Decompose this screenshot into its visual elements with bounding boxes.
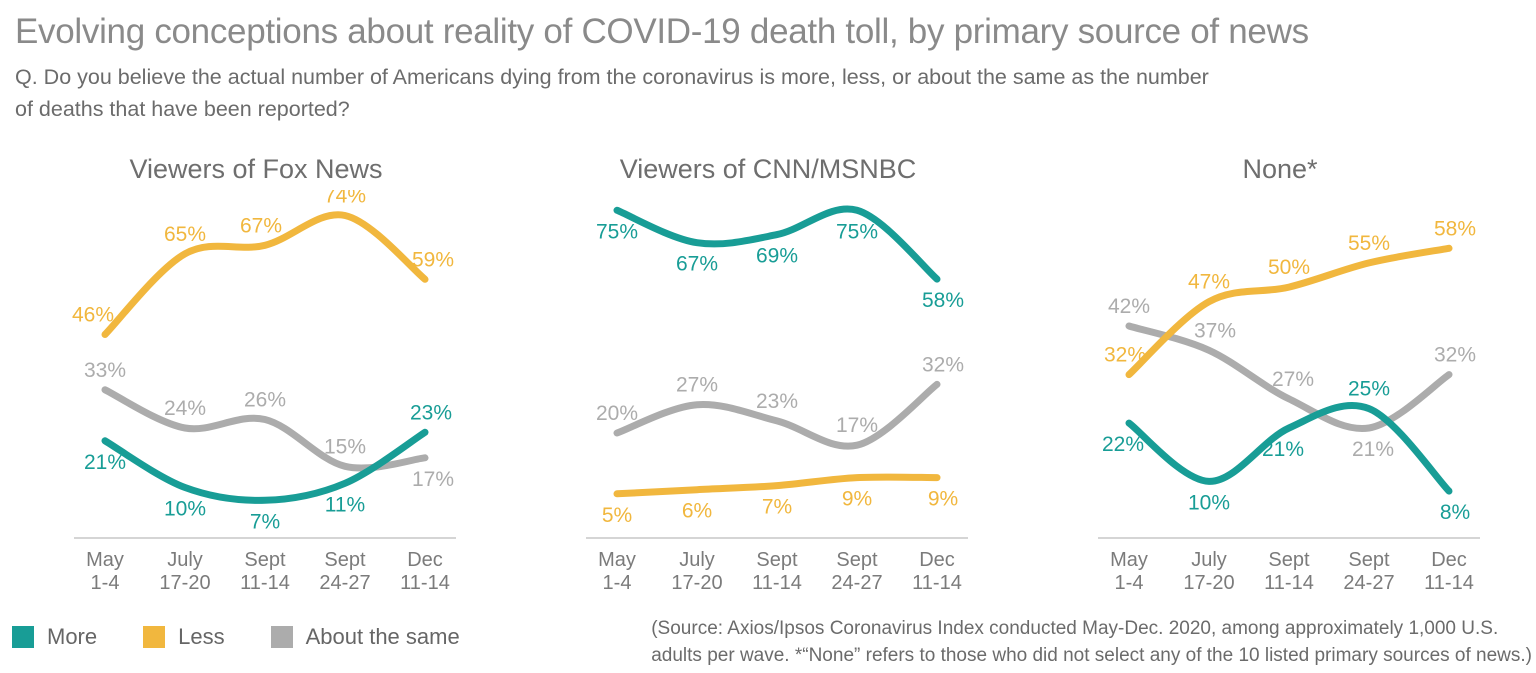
legend-swatch-less: [143, 625, 166, 648]
data-label-same: 26%: [244, 388, 286, 411]
data-label-more: 75%: [836, 220, 878, 243]
data-label-less: 46%: [72, 303, 114, 326]
data-label-same: 21%: [1352, 438, 1394, 461]
data-label-more: 58%: [922, 289, 964, 312]
legend: More Less About the same: [12, 624, 460, 650]
source-note: (Source: Axios/Ipsos Coronavirus Index c…: [651, 616, 1532, 669]
data-label-same: 32%: [922, 353, 964, 376]
x-tick-label: Sept 24-27: [319, 549, 370, 594]
legend-item-more: More: [12, 624, 97, 650]
data-label-less: 58%: [1434, 217, 1476, 240]
line-chart-fox-news: May 1-4 July 17-20 Sept 11-14 Sept 24-27 Dec 11-1…: [72, 190, 456, 594]
data-label-same: 15%: [324, 435, 366, 458]
legend-item-less: Less: [143, 623, 225, 650]
x-tick-label: July 17-20: [159, 549, 210, 594]
data-label-less: 50%: [1268, 256, 1310, 279]
legend-swatch-same: [270, 625, 293, 648]
footer: More Less About the same (Source: Axios/…: [0, 616, 1536, 669]
data-label-less: 65%: [164, 223, 206, 246]
data-label-same: 23%: [756, 390, 798, 413]
x-tick-label: May 1-4: [1110, 549, 1148, 594]
chart-title-fox-news: Viewers of Fox News: [129, 153, 383, 184]
source-line-1: (Source: Axios/Ipsos Coronavirus Index c…: [651, 617, 1499, 639]
chart-panel-fox-news: Viewers of Fox News May 1-4 July 17-20 Sept 1…: [0, 152, 512, 602]
data-label-more: 67%: [676, 253, 718, 276]
x-tick-label: Dec 11-14: [400, 549, 450, 594]
line-chart-cnn-msnbc: May 1-4 July 17-20 Sept 11-14 Sept 24-27 Dec 11-1…: [586, 205, 968, 594]
x-tick-label: Dec 11-14: [912, 549, 962, 594]
x-tick-label: Sept 24-27: [1343, 549, 1394, 594]
x-tick-label: Sept 11-14: [752, 549, 802, 594]
data-label-more: 10%: [1188, 491, 1230, 514]
chart-panel-none: None* May 1-4 July 17-20 Sept 11-14 Sept 24-27 D…: [1024, 152, 1536, 602]
x-tick-label: Sept 11-14: [240, 549, 290, 594]
page-title: Evolving conceptions about reality of CO…: [15, 12, 1309, 51]
data-label-less: 9%: [928, 488, 958, 511]
data-label-less: 74%: [324, 190, 366, 208]
data-label-more: 25%: [1348, 378, 1390, 401]
data-label-less: 7%: [762, 496, 792, 519]
charts-row: Viewers of Fox News May 1-4 July 17-20 Sept 1…: [0, 152, 1536, 602]
data-label-more: 22%: [1102, 433, 1144, 456]
data-label-more: 11%: [325, 493, 365, 516]
line-less: [101, 211, 429, 338]
data-label-same: 33%: [84, 359, 126, 382]
subtitle-line-2: of deaths that have been reported?: [15, 97, 350, 122]
line-more: [101, 428, 429, 504]
chart-title-cnn-msnbc: Viewers of CNN/MSNBC: [619, 153, 917, 184]
legend-swatch-more: [12, 625, 34, 648]
data-label-more: 10%: [164, 497, 206, 520]
source-line-2: adults per wave. *“None” refers to those…: [651, 644, 1532, 666]
data-label-more: 8%: [1440, 501, 1470, 524]
line-same: [1125, 322, 1453, 432]
data-label-more: 21%: [1262, 438, 1304, 461]
line-chart-none: May 1-4 July 17-20 Sept 11-14 Sept 24-27 Dec 11-1…: [1098, 217, 1480, 594]
line-more: [1125, 401, 1453, 495]
legend-label-same: About the same: [305, 623, 460, 649]
data-label-same: 20%: [596, 402, 638, 425]
data-label-same: 17%: [412, 468, 454, 491]
data-label-less: 55%: [1348, 232, 1390, 255]
line-more: [613, 205, 941, 283]
line-less: [613, 473, 941, 498]
legend-label-less: Less: [178, 623, 225, 649]
x-tick-label: July 17-20: [671, 549, 722, 594]
x-tick-label: July 17-20: [1183, 549, 1234, 594]
data-label-more: 21%: [84, 451, 126, 474]
subtitle-line-1: Q. Do you believe the actual number of A…: [15, 65, 1209, 90]
line-less: [1125, 244, 1453, 379]
x-tick-label: May 1-4: [598, 549, 636, 594]
data-label-less: 67%: [240, 214, 282, 237]
header: Evolving conceptions about reality of CO…: [0, 0, 1536, 126]
chart-panel-cnn-msnbc: Viewers of CNN/MSNBC May 1-4 July 17-20 Sept…: [512, 152, 1024, 602]
data-label-same: 27%: [676, 374, 718, 397]
x-tick-label: Sept 24-27: [831, 549, 882, 594]
data-label-less: 9%: [842, 488, 872, 511]
legend-item-same: About the same: [270, 623, 460, 650]
data-label-same: 42%: [1108, 295, 1150, 318]
line-same: [613, 380, 941, 450]
data-label-less: 5%: [602, 504, 632, 527]
data-label-more: 75%: [596, 220, 638, 243]
data-label-same: 24%: [164, 397, 206, 420]
x-tick-label: Dec 11-14: [1424, 549, 1474, 594]
data-label-more: 23%: [410, 401, 452, 424]
x-tick-label: Sept 11-14: [1264, 549, 1314, 594]
chart-title-none: None*: [1242, 153, 1318, 184]
data-label-less: 6%: [682, 500, 712, 523]
data-label-same: 27%: [1272, 368, 1314, 391]
x-tick-label: May 1-4: [86, 549, 124, 594]
data-label-less: 32%: [1104, 344, 1146, 367]
subtitle: Q. Do you believe the actual number of A…: [15, 62, 1536, 126]
data-label-same: 17%: [836, 414, 878, 437]
data-label-more: 7%: [250, 510, 280, 533]
data-label-same: 37%: [1194, 319, 1236, 342]
data-label-more: 69%: [756, 245, 798, 268]
data-label-less: 59%: [412, 248, 454, 271]
data-label-same: 32%: [1434, 344, 1476, 367]
data-label-less: 47%: [1188, 271, 1230, 294]
legend-label-more: More: [47, 623, 98, 649]
